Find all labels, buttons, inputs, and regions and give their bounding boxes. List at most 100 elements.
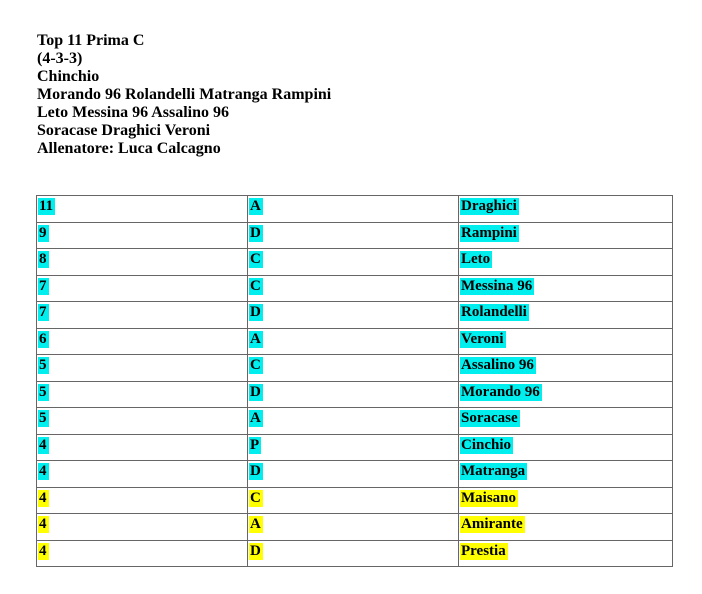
- table-cell-role: C: [247, 486, 459, 514]
- highlighted-text: D: [249, 224, 263, 242]
- header-forwards: Soracase Draghici Veroni: [37, 122, 211, 139]
- table-cell-name: Messina 96: [458, 274, 673, 302]
- highlighted-text: C: [249, 251, 263, 268]
- table-cell-points: 4: [36, 460, 248, 488]
- highlighted-text: Assalino 96: [460, 357, 536, 374]
- highlighted-text: C: [249, 489, 263, 507]
- highlighted-text: 7: [38, 304, 49, 321]
- highlighted-text: Rolandelli: [460, 304, 529, 321]
- highlighted-text: 4: [38, 463, 49, 480]
- highlighted-text: Leto: [460, 251, 493, 268]
- header-title: Top 11 Prima C: [37, 32, 145, 49]
- table-cell-name: Veroni: [458, 327, 673, 355]
- table-cell-name: Leto: [458, 248, 673, 276]
- highlighted-text: D: [249, 542, 263, 560]
- highlighted-text: 9: [38, 224, 49, 242]
- highlighted-text: 5: [38, 410, 49, 427]
- highlighted-text: Messina 96: [460, 277, 535, 295]
- highlighted-text: C: [249, 357, 263, 374]
- highlighted-text: Cinchio: [460, 436, 514, 454]
- highlighted-text: Soracase: [460, 410, 520, 427]
- table-cell-name: Morando 96: [458, 380, 673, 408]
- highlighted-text: 5: [38, 357, 49, 374]
- players-table: 11 A Draghici 9 D Rampini 8 C Leto 7 C Messina 96 7 D…: [36, 195, 673, 567]
- table-row: 4 D Matranga: [36, 460, 673, 488]
- table-row: 9 D Rampini: [36, 221, 673, 249]
- table-cell-role: D: [247, 221, 459, 249]
- table-cell-name: Amirante: [458, 513, 673, 541]
- table-cell-points: 7: [36, 301, 248, 329]
- header-goalkeeper: Chinchio: [37, 68, 100, 85]
- header-midfielders: Leto Messina 96 Assalino 96: [37, 104, 230, 121]
- table-cell-name: Matranga: [458, 460, 673, 488]
- table-cell-points: 4: [36, 433, 248, 461]
- table-cell-role: D: [247, 301, 459, 329]
- highlighted-text: 11: [38, 198, 56, 215]
- table-cell-points: 4: [36, 539, 248, 567]
- table-cell-points: 6: [36, 327, 248, 355]
- highlighted-text: 6: [38, 330, 49, 348]
- table-row: 5 A Soracase: [36, 407, 673, 435]
- table-row: 4 A Amirante: [36, 513, 673, 541]
- table-row: 11 A Draghici: [36, 195, 673, 223]
- table-row: 4 D Prestia: [36, 539, 673, 567]
- highlighted-text: Matranga: [460, 463, 528, 480]
- table-cell-name: Rampini: [458, 221, 673, 249]
- highlighted-text: A: [249, 198, 263, 215]
- table-row: 5 D Morando 96: [36, 380, 673, 408]
- table-cell-name: Maisano: [458, 486, 673, 514]
- table-row: 7 C Messina 96: [36, 274, 673, 302]
- table-cell-name: Cinchio: [458, 433, 673, 461]
- table-cell-role: A: [247, 513, 459, 541]
- players-table-body: 11 A Draghici 9 D Rampini 8 C Leto 7 C Messina 96 7 D…: [36, 195, 673, 567]
- highlighted-text: 8: [38, 251, 49, 268]
- table-cell-role: C: [247, 248, 459, 276]
- table-cell-points: 8: [36, 248, 248, 276]
- table-row: 4 P Cinchio: [36, 433, 673, 461]
- highlighted-text: 4: [38, 489, 49, 507]
- table-cell-points: 4: [36, 513, 248, 541]
- highlighted-text: Veroni: [460, 330, 506, 348]
- table-cell-role: C: [247, 354, 459, 382]
- highlighted-text: 7: [38, 277, 49, 295]
- highlighted-text: 4: [38, 542, 49, 560]
- header-formation: (4-3-3): [37, 50, 83, 67]
- highlighted-text: 4: [38, 436, 49, 454]
- header-coach: Allenatore: Luca Calcagno: [37, 140, 221, 157]
- highlighted-text: C: [249, 277, 263, 295]
- header-defenders: Morando 96 Rolandelli Matranga Rampini: [37, 86, 332, 103]
- highlighted-text: P: [249, 436, 262, 454]
- highlighted-text: Morando 96: [460, 383, 542, 401]
- table-cell-points: 5: [36, 407, 248, 435]
- table-cell-points: 5: [36, 354, 248, 382]
- highlighted-text: 5: [38, 383, 49, 401]
- highlighted-text: A: [249, 410, 263, 427]
- table-cell-role: A: [247, 195, 459, 223]
- highlighted-text: Prestia: [460, 542, 508, 560]
- table-cell-name: Draghici: [458, 195, 673, 223]
- highlighted-text: Amirante: [460, 516, 525, 533]
- table-cell-role: D: [247, 380, 459, 408]
- highlighted-text: D: [249, 383, 263, 401]
- highlighted-text: D: [249, 463, 263, 480]
- table-cell-name: Prestia: [458, 539, 673, 567]
- table-cell-points: 9: [36, 221, 248, 249]
- table-cell-points: 7: [36, 274, 248, 302]
- table-cell-role: D: [247, 539, 459, 567]
- table-cell-name: Soracase: [458, 407, 673, 435]
- highlighted-text: A: [249, 330, 263, 348]
- highlighted-text: Rampini: [460, 224, 519, 242]
- table-cell-points: 5: [36, 380, 248, 408]
- table-cell-name: Assalino 96: [458, 354, 673, 382]
- table-row: 5 C Assalino 96: [36, 354, 673, 382]
- table-cell-points: 4: [36, 486, 248, 514]
- table-cell-points: 11: [36, 195, 248, 223]
- team-header: Top 11 Prima C (4-3-3) Chinchio Morando …: [37, 32, 331, 158]
- table-row: 7 D Rolandelli: [36, 301, 673, 329]
- table-cell-name: Rolandelli: [458, 301, 673, 329]
- table-row: 4 C Maisano: [36, 486, 673, 514]
- table-cell-role: P: [247, 433, 459, 461]
- highlighted-text: D: [249, 304, 263, 321]
- table-cell-role: A: [247, 407, 459, 435]
- highlighted-text: 4: [38, 516, 49, 533]
